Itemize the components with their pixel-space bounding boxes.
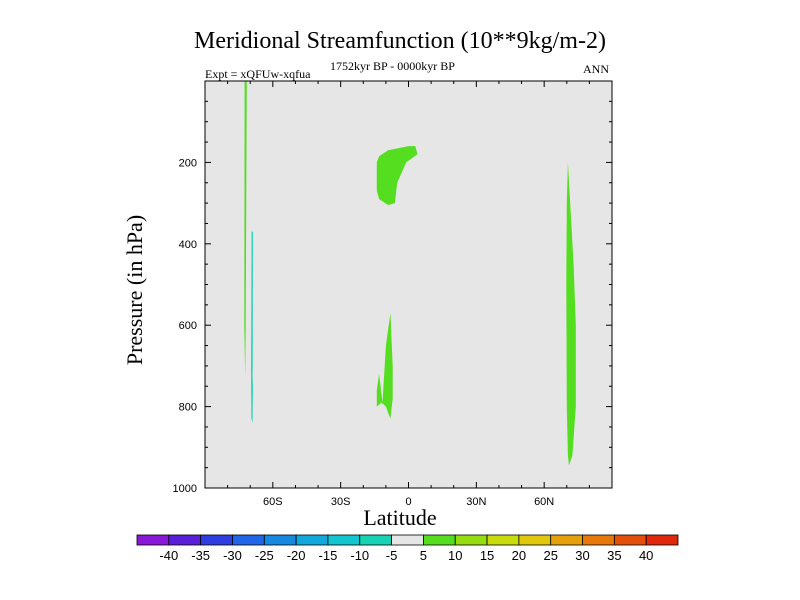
x-axis-label: Latitude xyxy=(363,505,437,530)
contour-region-left-thin-band xyxy=(244,81,247,379)
y-tick-label: 800 xyxy=(179,402,197,414)
colorbar-label: -40 xyxy=(159,548,178,563)
colorbar-swatch xyxy=(613,534,647,546)
colorbar-label: -15 xyxy=(319,548,338,563)
colorbar-label: -25 xyxy=(255,548,274,563)
experiment-label: Expt = xQFUw-xqfua xyxy=(205,67,311,81)
chart-title: Meridional Streamfunction (10**9kg/m-2) xyxy=(194,28,606,54)
colorbar-label: -10 xyxy=(350,548,369,563)
y-tick-label: 1000 xyxy=(173,483,197,495)
colorbar-label: 15 xyxy=(480,548,494,563)
colorbar-label: 20 xyxy=(512,548,526,563)
colorbar-swatch xyxy=(168,534,202,546)
colorbar-swatch xyxy=(200,534,233,546)
x-tick-label: 30S xyxy=(331,496,351,508)
colorbar-label: 40 xyxy=(639,548,653,563)
colorbar-label: 25 xyxy=(543,548,557,563)
colorbar-swatch xyxy=(391,534,424,546)
x-tick-label: 60S xyxy=(263,496,283,508)
contour-region-left-negative-band xyxy=(251,231,253,423)
colorbar-label: -20 xyxy=(287,548,306,563)
x-tick-label: 0 xyxy=(405,496,411,508)
contour-region-right-band xyxy=(566,162,576,466)
season-label: ANN xyxy=(583,62,609,76)
colorbar-label: -5 xyxy=(386,548,398,563)
x-tick-label: 30N xyxy=(466,496,486,508)
colorbar-swatch xyxy=(518,534,552,546)
colorbar-swatch xyxy=(232,534,265,546)
x-tick-label: 60N xyxy=(534,496,554,508)
colorbar-swatch xyxy=(136,534,170,546)
contour-region-upper-cell xyxy=(376,146,418,206)
colorbar-label: 30 xyxy=(575,548,589,563)
colorbar-swatch xyxy=(645,534,679,546)
colorbar-swatch xyxy=(327,534,361,546)
colorbar-label: 35 xyxy=(607,548,621,563)
period-label: 1752kyr BP - 0000kyr BP xyxy=(330,59,455,73)
colorbar-label: 5 xyxy=(420,548,427,563)
colorbar-label: 10 xyxy=(448,548,462,563)
colorbar-swatch xyxy=(359,534,392,546)
colorbar-swatch xyxy=(263,534,297,546)
colorbar-swatch xyxy=(454,534,488,546)
y-tick-label: 200 xyxy=(179,157,197,169)
y-tick-label: 600 xyxy=(179,320,197,332)
colorbar-swatch xyxy=(582,534,615,546)
colorbar-swatch xyxy=(295,534,329,546)
colorbar-label: -30 xyxy=(223,548,242,563)
colorbar-swatch xyxy=(423,534,456,546)
y-tick-label: 400 xyxy=(179,239,197,251)
plot-background xyxy=(205,81,612,488)
colorbar-swatch xyxy=(550,534,583,546)
contour-region-lower-cell xyxy=(376,313,393,419)
colorbar-swatch xyxy=(486,534,520,546)
colorbar-label: -35 xyxy=(191,548,210,563)
